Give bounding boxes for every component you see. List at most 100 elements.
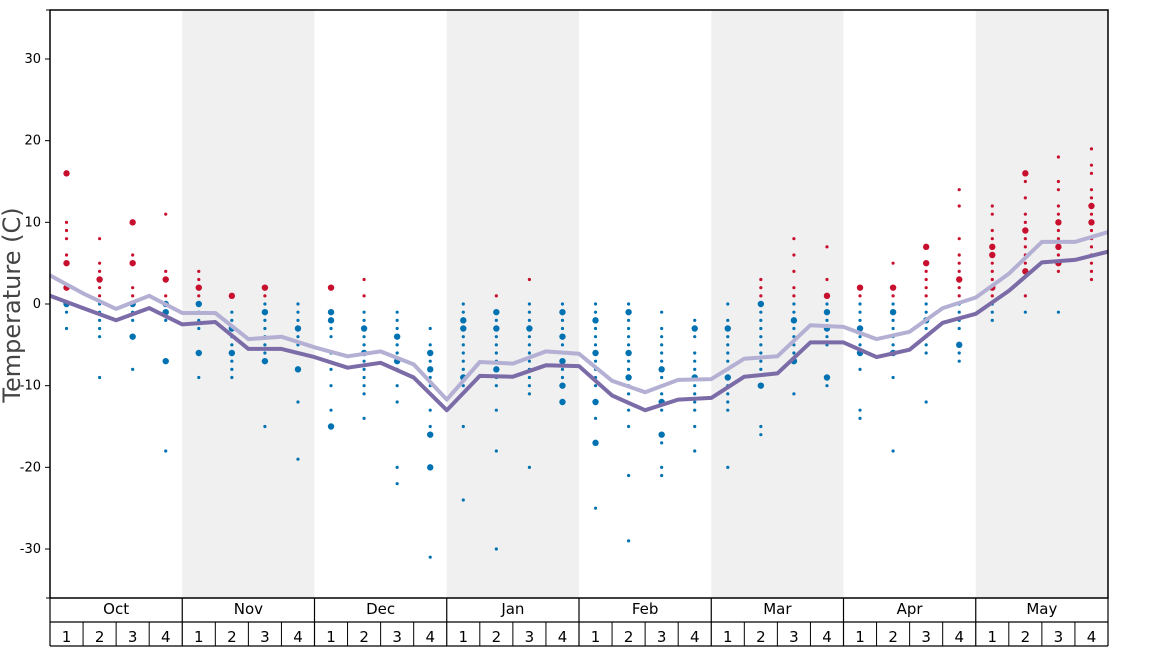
data-point bbox=[395, 310, 399, 314]
data-point bbox=[162, 276, 169, 283]
data-point bbox=[494, 343, 498, 347]
week-label: 2 bbox=[756, 628, 766, 646]
data-point bbox=[263, 351, 267, 355]
data-point bbox=[329, 367, 333, 371]
data-point bbox=[990, 261, 994, 265]
month-label-jan: Jan bbox=[500, 600, 524, 618]
data-point bbox=[660, 335, 664, 339]
data-point bbox=[660, 326, 664, 331]
data-point bbox=[97, 261, 102, 265]
data-point bbox=[957, 294, 961, 298]
data-point bbox=[858, 343, 862, 347]
data-point bbox=[296, 310, 300, 314]
data-point bbox=[757, 382, 765, 389]
data-point bbox=[660, 310, 664, 314]
data-point bbox=[922, 243, 930, 251]
data-point bbox=[693, 367, 697, 371]
data-point bbox=[195, 284, 202, 291]
data-point bbox=[1055, 219, 1062, 226]
data-point bbox=[164, 449, 168, 453]
data-point bbox=[527, 351, 532, 355]
data-point bbox=[856, 325, 864, 332]
data-point bbox=[1023, 179, 1027, 184]
data-point bbox=[97, 294, 102, 298]
data-point bbox=[858, 416, 862, 420]
data-point bbox=[1022, 227, 1029, 234]
data-point bbox=[957, 253, 961, 257]
data-point bbox=[825, 277, 829, 282]
data-point bbox=[560, 343, 565, 347]
data-point bbox=[1089, 269, 1094, 273]
data-point bbox=[362, 384, 366, 388]
data-point bbox=[329, 326, 333, 331]
data-point bbox=[956, 341, 963, 349]
data-point bbox=[64, 237, 69, 241]
data-point bbox=[395, 465, 399, 469]
data-point bbox=[329, 384, 333, 388]
month-label-nov: Nov bbox=[234, 600, 263, 618]
data-point bbox=[759, 433, 763, 437]
data-point bbox=[823, 374, 831, 381]
data-point bbox=[263, 318, 267, 322]
data-point bbox=[1023, 294, 1027, 298]
data-point bbox=[197, 326, 201, 331]
data-point bbox=[792, 351, 796, 355]
data-point bbox=[726, 335, 730, 339]
data-point bbox=[626, 367, 631, 371]
data-point bbox=[362, 318, 366, 322]
data-point bbox=[428, 326, 432, 331]
data-point bbox=[957, 269, 961, 273]
data-point bbox=[626, 359, 631, 363]
data-point bbox=[1056, 212, 1061, 216]
data-point bbox=[792, 286, 796, 290]
data-point bbox=[759, 343, 763, 347]
data-point bbox=[527, 392, 532, 396]
data-point bbox=[230, 343, 234, 347]
data-point bbox=[230, 359, 234, 363]
data-point bbox=[527, 359, 532, 363]
data-point bbox=[792, 294, 796, 298]
data-point bbox=[230, 367, 234, 371]
data-point bbox=[1089, 212, 1094, 216]
data-point bbox=[1022, 170, 1029, 177]
y-axis-label: Temperature (C) bbox=[0, 207, 26, 403]
data-point bbox=[593, 343, 598, 347]
data-point bbox=[724, 325, 731, 332]
data-point bbox=[395, 351, 399, 355]
data-point bbox=[362, 359, 366, 363]
data-point bbox=[889, 284, 897, 291]
data-point bbox=[593, 384, 598, 388]
data-point bbox=[131, 367, 135, 371]
data-point bbox=[658, 366, 665, 373]
data-point bbox=[626, 326, 631, 331]
data-point bbox=[362, 343, 366, 347]
week-label: 1 bbox=[194, 628, 204, 646]
data-point bbox=[889, 308, 897, 316]
week-label: 2 bbox=[1021, 628, 1031, 646]
data-point bbox=[560, 318, 565, 322]
data-point bbox=[164, 318, 168, 322]
data-point bbox=[1023, 212, 1027, 216]
data-point bbox=[195, 349, 202, 357]
data-point bbox=[296, 335, 300, 339]
data-point bbox=[924, 294, 928, 298]
data-point bbox=[560, 326, 565, 331]
data-point bbox=[957, 359, 961, 363]
data-point bbox=[428, 359, 432, 363]
week-label: 2 bbox=[227, 628, 237, 646]
data-point bbox=[990, 294, 994, 298]
data-point bbox=[461, 335, 465, 339]
y-tick-label: 10 bbox=[24, 215, 41, 230]
data-point bbox=[989, 251, 996, 259]
data-point bbox=[362, 310, 366, 314]
data-point bbox=[858, 335, 862, 339]
data-point bbox=[626, 318, 631, 322]
data-point bbox=[395, 384, 399, 388]
data-point bbox=[626, 424, 631, 429]
series-line-light bbox=[49, 230, 1109, 402]
month-band-jan bbox=[446, 10, 579, 598]
data-point bbox=[559, 333, 566, 340]
data-point bbox=[592, 349, 599, 357]
y-tick-label: -20 bbox=[20, 460, 41, 475]
